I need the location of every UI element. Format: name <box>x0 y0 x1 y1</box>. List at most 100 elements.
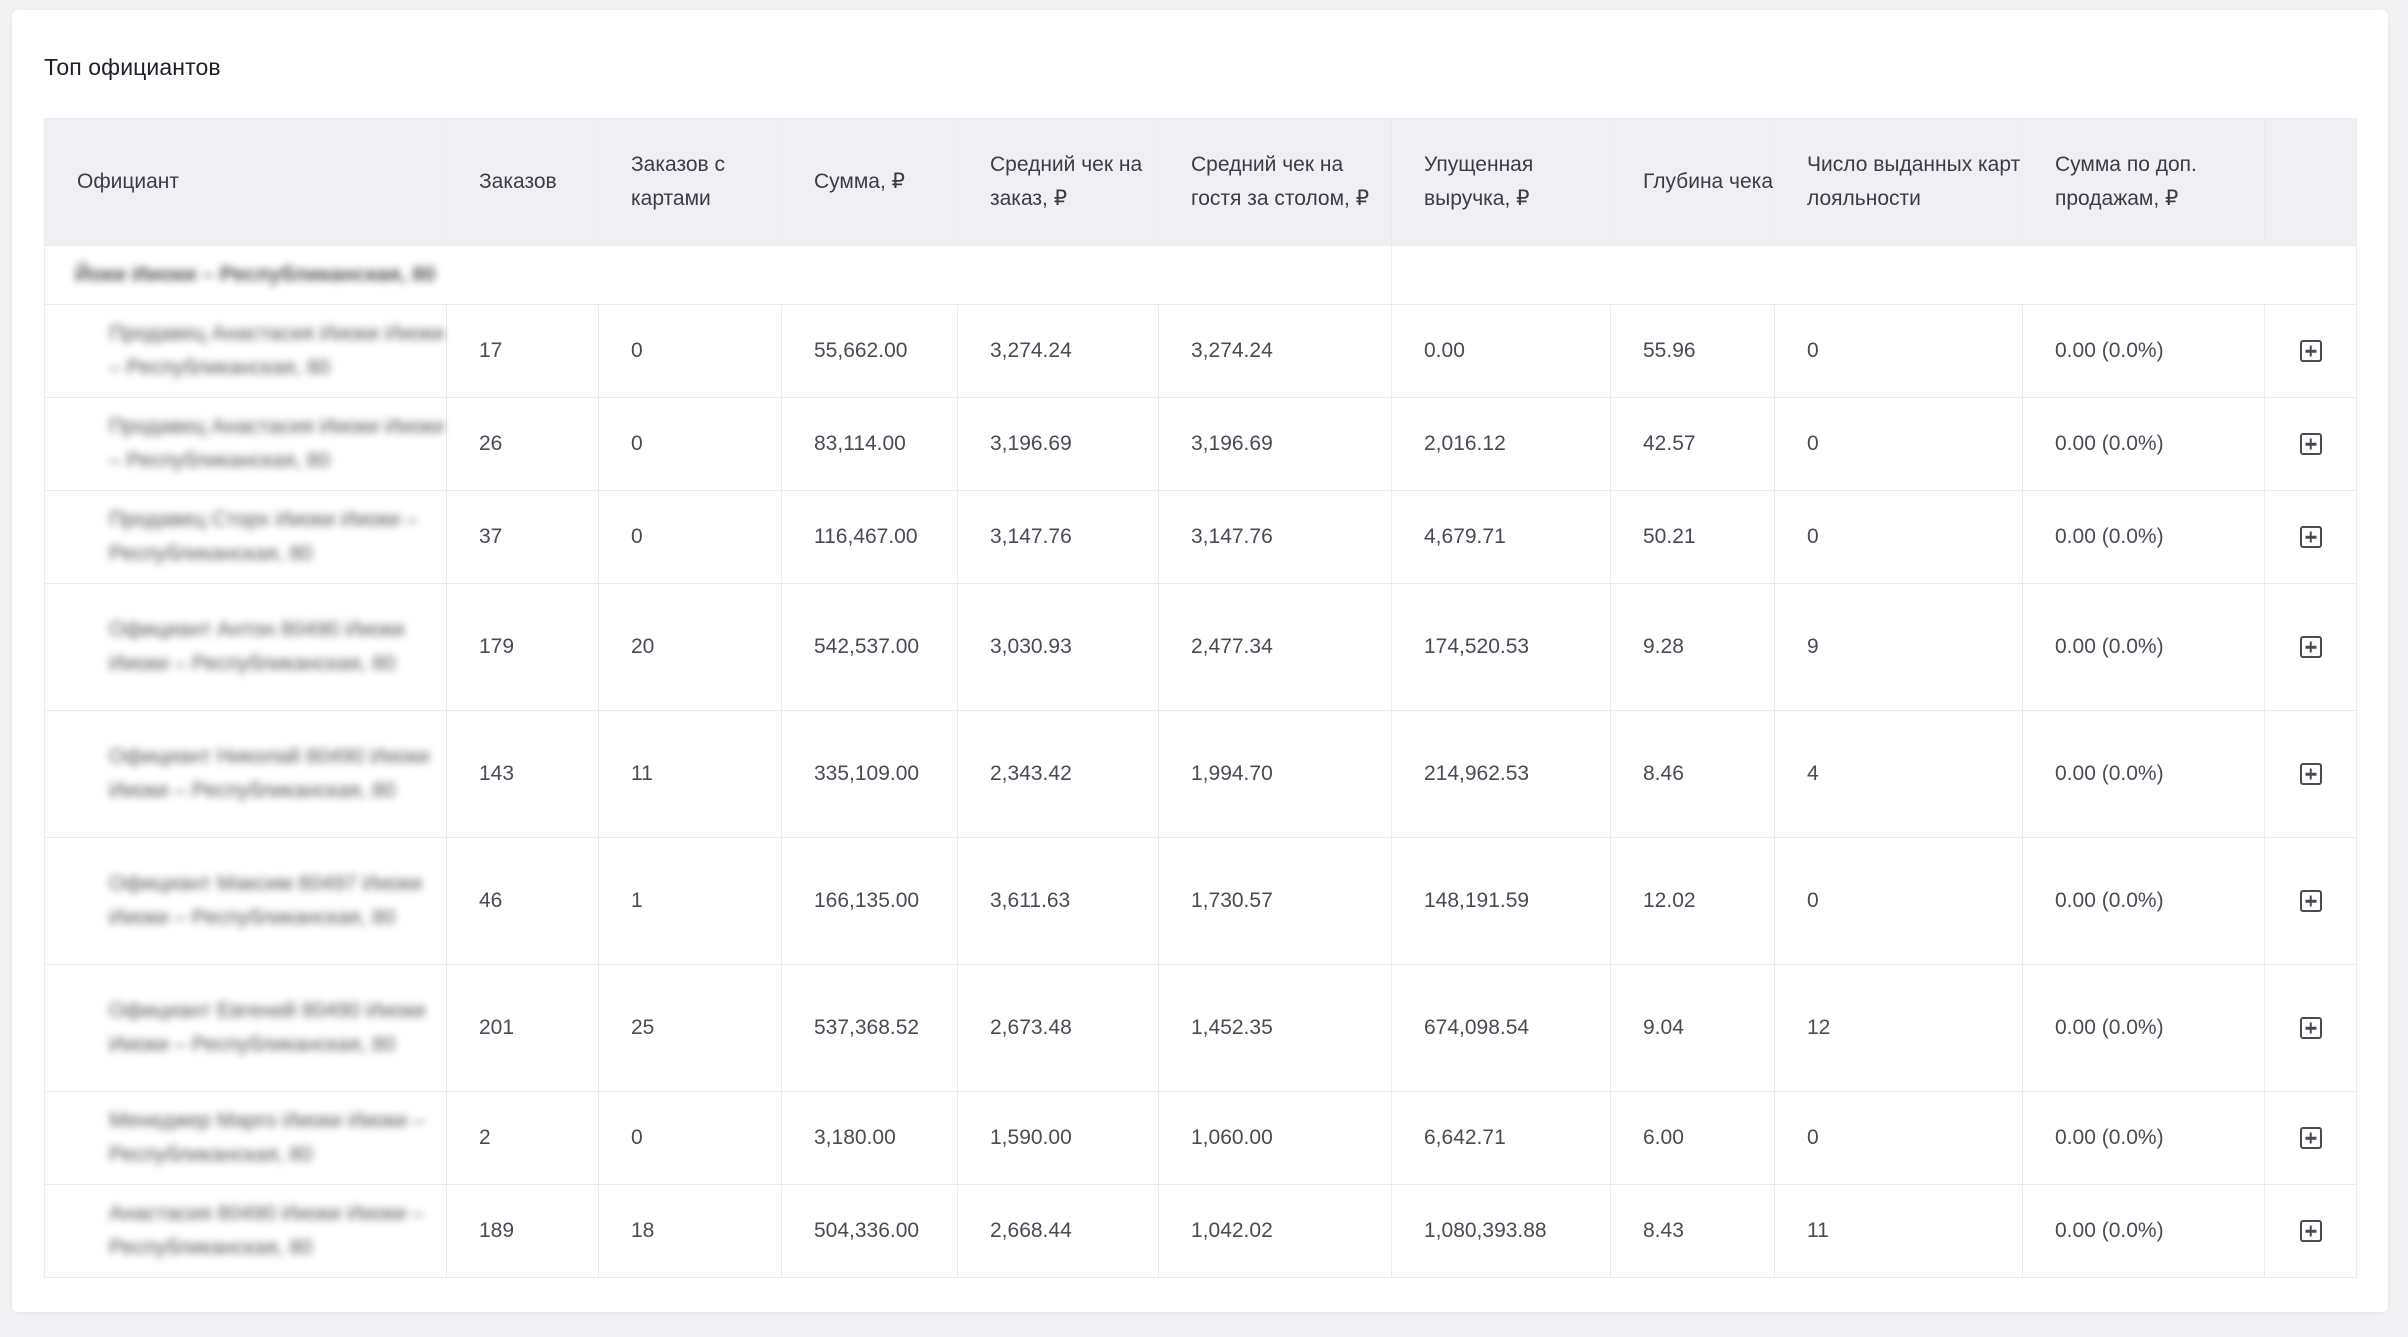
cell-avg-check-order: 3,274.24 <box>957 304 1159 398</box>
waiter-name: Официант Николай 80490 Ииоки Ииоки – Рес… <box>109 745 430 802</box>
cell-orders: 17 <box>446 304 599 398</box>
cell-orders: 2 <box>446 1091 599 1185</box>
header-loyalty-cards: Число выданных карт лояльности <box>1774 118 2023 246</box>
card-title: Топ официантов <box>44 54 221 80</box>
cell-upsell-sum: 0.00 (0.0%) <box>2022 304 2265 398</box>
cell-sum: 55,662.00 <box>781 304 958 398</box>
cell-loyalty-cards: 0 <box>1774 490 2023 584</box>
waiter-name: Официант Максим 80497 Ииоки Ииоки – Респ… <box>109 872 422 929</box>
cell-orders-with-cards: 11 <box>598 710 782 838</box>
cell-upsell-sum: 0.00 (0.0%) <box>2022 710 2265 838</box>
cell-sum: 166,135.00 <box>781 837 958 965</box>
group-row-filler <box>1391 245 2357 305</box>
plus-square-icon[interactable] <box>2299 763 2322 786</box>
row-action-cell <box>2264 490 2357 584</box>
waiter-name: Официант Евгений 80490 Ииоки Ииоки – Рес… <box>109 999 426 1056</box>
cell-loyalty-cards: 0 <box>1774 397 2023 491</box>
group-label: Йоки Ииоки – Республиканская, 80 <box>75 263 436 286</box>
table-row: Официант Максим 80497 Ииоки Ииоки – Респ… <box>44 837 2357 965</box>
table-row: Продавец Анастасия Ииоки Ииоки – Республ… <box>44 304 2357 398</box>
cell-orders: 201 <box>446 964 599 1092</box>
cell-orders: 37 <box>446 490 599 584</box>
header-sum: Сумма, ₽ <box>781 118 958 246</box>
cell-sum: 3,180.00 <box>781 1091 958 1185</box>
waiters-table-wrapper: Официант Заказов Заказов с картами Сумма… <box>44 118 2357 1278</box>
cell-avg-check-order: 2,673.48 <box>957 964 1159 1092</box>
cell-check-depth: 12.02 <box>1610 837 1775 965</box>
plus-square-icon[interactable] <box>2299 890 2322 913</box>
cell-sum: 542,537.00 <box>781 583 958 711</box>
cell-check-depth: 50.21 <box>1610 490 1775 584</box>
cell-missed-revenue: 174,520.53 <box>1391 583 1611 711</box>
plus-square-icon[interactable] <box>2299 433 2322 456</box>
cell-sum: 83,114.00 <box>781 397 958 491</box>
plus-square-icon[interactable] <box>2299 1127 2322 1150</box>
cell-missed-revenue: 6,642.71 <box>1391 1091 1611 1185</box>
cell-missed-revenue: 1,080,393.88 <box>1391 1184 1611 1278</box>
row-action-cell <box>2264 583 2357 711</box>
waiter-name: Продавец Анастасия Ииоки Ииоки – Республ… <box>109 322 445 379</box>
table-row: Официант Антон 80490 Ииоки Ииоки – Респу… <box>44 583 2357 711</box>
cell-avg-check-order: 2,343.42 <box>957 710 1159 838</box>
cell-orders: 143 <box>446 710 599 838</box>
table-row: Продавец Анастасия Ииоки Ииоки – Республ… <box>44 397 2357 491</box>
cell-sum: 116,467.00 <box>781 490 958 584</box>
cell-loyalty-cards: 0 <box>1774 1091 2023 1185</box>
cell-avg-check-guest: 1,730.57 <box>1158 837 1392 965</box>
plus-square-icon[interactable] <box>2299 1017 2322 1040</box>
group-row: Йоки Ииоки – Республиканская, 80 <box>44 245 2357 305</box>
header-orders: Заказов <box>446 118 599 246</box>
cell-orders-with-cards: 1 <box>598 837 782 965</box>
cell-upsell-sum: 0.00 (0.0%) <box>2022 964 2265 1092</box>
table-row: Официант Николай 80490 Ииоки Ииоки – Рес… <box>44 710 2357 838</box>
cell-orders: 46 <box>446 837 599 965</box>
cell-missed-revenue: 214,962.53 <box>1391 710 1611 838</box>
cell-orders-with-cards: 0 <box>598 490 782 584</box>
cell-orders-with-cards: 0 <box>598 304 782 398</box>
cell-upsell-sum: 0.00 (0.0%) <box>2022 490 2265 584</box>
cell-orders-with-cards: 20 <box>598 583 782 711</box>
plus-square-icon[interactable] <box>2299 636 2322 659</box>
plus-square-icon[interactable] <box>2299 526 2322 549</box>
row-action-cell <box>2264 304 2357 398</box>
waiter-name: Официант Антон 80490 Ииоки Ииоки – Респу… <box>109 618 405 675</box>
cell-upsell-sum: 0.00 (0.0%) <box>2022 1091 2265 1185</box>
cell-missed-revenue: 4,679.71 <box>1391 490 1611 584</box>
cell-check-depth: 9.04 <box>1610 964 1775 1092</box>
cell-avg-check-order: 3,611.63 <box>957 837 1159 965</box>
cell-check-depth: 8.46 <box>1610 710 1775 838</box>
plus-square-icon[interactable] <box>2299 340 2322 363</box>
cell-sum: 504,336.00 <box>781 1184 958 1278</box>
waiter-name: Продавец Анастасия Ииоки Ииоки – Республ… <box>109 415 445 472</box>
table-header-row: Официант Заказов Заказов с картами Сумма… <box>44 118 2357 246</box>
cell-missed-revenue: 674,098.54 <box>1391 964 1611 1092</box>
header-waiter: Официант <box>44 118 447 246</box>
cell-avg-check-guest: 1,060.00 <box>1158 1091 1392 1185</box>
header-check-depth: Глубина чека <box>1610 118 1775 246</box>
cell-upsell-sum: 0.00 (0.0%) <box>2022 583 2265 711</box>
cell-check-depth: 42.57 <box>1610 397 1775 491</box>
header-actions <box>2264 118 2357 246</box>
plus-square-icon[interactable] <box>2299 1220 2322 1243</box>
cell-loyalty-cards: 12 <box>1774 964 2023 1092</box>
cell-orders: 189 <box>446 1184 599 1278</box>
cell-avg-check-guest: 3,274.24 <box>1158 304 1392 398</box>
waiter-name: Анастасия 80490 Ииоки Ииоки – Республика… <box>109 1202 424 1259</box>
header-avg-check-guest: Средний чек на гостя за столом, ₽ <box>1158 118 1392 246</box>
cell-check-depth: 55.96 <box>1610 304 1775 398</box>
cell-loyalty-cards: 0 <box>1774 304 2023 398</box>
row-action-cell <box>2264 1091 2357 1185</box>
cell-sum: 537,368.52 <box>781 964 958 1092</box>
cell-avg-check-order: 2,668.44 <box>957 1184 1159 1278</box>
cell-avg-check-order: 1,590.00 <box>957 1091 1159 1185</box>
row-action-cell <box>2264 397 2357 491</box>
cell-check-depth: 8.43 <box>1610 1184 1775 1278</box>
cell-check-depth: 6.00 <box>1610 1091 1775 1185</box>
header-orders-with-cards: Заказов с картами <box>598 118 782 246</box>
header-avg-check-order: Средний чек на заказ, ₽ <box>957 118 1159 246</box>
cell-missed-revenue: 0.00 <box>1391 304 1611 398</box>
cell-orders-with-cards: 25 <box>598 964 782 1092</box>
cell-avg-check-guest: 1,042.02 <box>1158 1184 1392 1278</box>
cell-avg-check-guest: 1,994.70 <box>1158 710 1392 838</box>
waiter-name: Менеджер Марго Ииоки Ииоки – Республикан… <box>109 1109 425 1166</box>
